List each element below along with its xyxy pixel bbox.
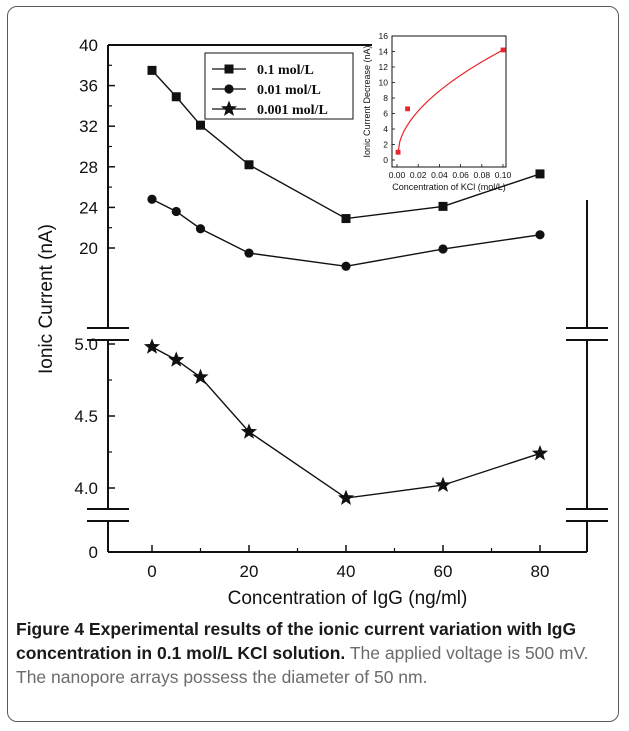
data-point-square — [535, 169, 545, 179]
series-2 — [147, 194, 545, 271]
data-point-circle — [438, 244, 448, 254]
inset-data-point — [500, 47, 506, 53]
inset-x-axis-title: Concentration of KCl (mol/L) — [392, 182, 506, 192]
data-point-star — [240, 423, 258, 439]
inset-x-tick-label: 0.04 — [431, 170, 448, 180]
caption-bold: Figure 4 Experimental results of the ion… — [16, 619, 577, 663]
legend-label: 0.01 mol/L — [257, 83, 321, 98]
legend-label: 0.001 mol/L — [257, 103, 328, 118]
y-tick-label: 0 — [89, 543, 98, 562]
x-tick-label: 0 — [147, 562, 156, 581]
data-point-square — [196, 120, 205, 130]
y-tick-label: 36 — [79, 77, 98, 96]
y-tick-label: 4.0 — [74, 479, 98, 498]
inset-x-tick-label: 0.10 — [495, 170, 512, 180]
data-point-square — [438, 201, 448, 211]
x-tick-label: 60 — [434, 562, 453, 581]
series-line — [151, 198, 541, 267]
inset-x-tick-label: 0.02 — [410, 170, 427, 180]
inset-data-point — [395, 149, 401, 155]
data-point-star — [531, 444, 549, 461]
data-point-circle — [171, 206, 181, 217]
data-point-circle — [195, 224, 206, 234]
x-axis-title: Concentration of IgG (ng/ml) — [228, 588, 468, 609]
y-tick-label: 24 — [79, 198, 98, 217]
inset-y-tick-label: 16 — [379, 31, 389, 41]
data-point-square — [147, 65, 157, 75]
data-point-circle — [224, 84, 234, 94]
inset-y-tick-label: 10 — [379, 78, 389, 88]
legend: 0.1 mol/L 0.01 mol/L 0.001 mol/L — [204, 52, 354, 120]
inset-x-tick-label: 0.08 — [474, 170, 491, 180]
y-axis-title: Ionic Current (nA) — [36, 224, 57, 374]
x-tick-label: 40 — [337, 562, 356, 581]
x-tick-label: 80 — [531, 562, 550, 581]
inset-y-tick-label: 8 — [383, 93, 388, 103]
data-point-circle — [535, 230, 545, 240]
inset-y-tick-label: 12 — [379, 62, 389, 72]
series-1 — [147, 65, 545, 224]
main-plot — [143, 65, 549, 505]
data-point-star — [192, 368, 209, 384]
series-line — [151, 346, 541, 499]
inset-x-tick-label: 0.06 — [452, 170, 469, 180]
inset-y-tick-label: 0 — [383, 155, 388, 165]
inset-y-tick-label: 2 — [383, 140, 388, 150]
legend-label: 0.1 mol/L — [257, 63, 314, 78]
inset-frame — [391, 35, 507, 168]
x-tick-label: 20 — [240, 562, 259, 581]
inset-y-tick-label: 14 — [379, 47, 389, 57]
inset-y-axis-title: Ionic Current Decrease (nA) — [362, 45, 372, 157]
figure-caption: Figure 4 Experimental results of the ion… — [16, 617, 614, 689]
inset-y-tick-label: 4 — [383, 124, 388, 134]
inset-data-point — [405, 106, 410, 112]
data-point-circle — [147, 194, 157, 204]
series-3 — [143, 338, 549, 505]
y-tick-label: 28 — [79, 158, 98, 177]
data-point-square — [171, 92, 181, 102]
data-point-square — [244, 160, 254, 170]
data-point-star — [220, 100, 238, 116]
data-point-square — [341, 214, 351, 224]
y-tick-label: 40 — [79, 36, 98, 55]
data-point-star — [434, 476, 452, 492]
data-point-circle — [244, 248, 254, 258]
inset-x-tick-label: 0.00 — [389, 170, 406, 180]
caption-text: The applied voltage is 500 mV. The nanop… — [16, 643, 589, 687]
inset-chart: 0 2 4 6 8 10 12 14 16 0.00 0.02 0.04 0.06 0.08 0.10 Con… — [362, 31, 512, 192]
y-tick-label: 5.0 — [74, 335, 98, 354]
data-point-square — [224, 64, 234, 74]
inset-y-tick-label: 6 — [383, 109, 388, 119]
data-point-circle — [341, 261, 351, 271]
data-point-star — [168, 351, 185, 367]
y-tick-label: 4.5 — [74, 407, 98, 426]
y-tick-label: 32 — [79, 117, 98, 136]
data-point-star — [143, 338, 161, 354]
inset-fit-curve — [397, 49, 504, 153]
y-tick-label: 20 — [79, 239, 98, 258]
data-point-star — [337, 489, 355, 505]
